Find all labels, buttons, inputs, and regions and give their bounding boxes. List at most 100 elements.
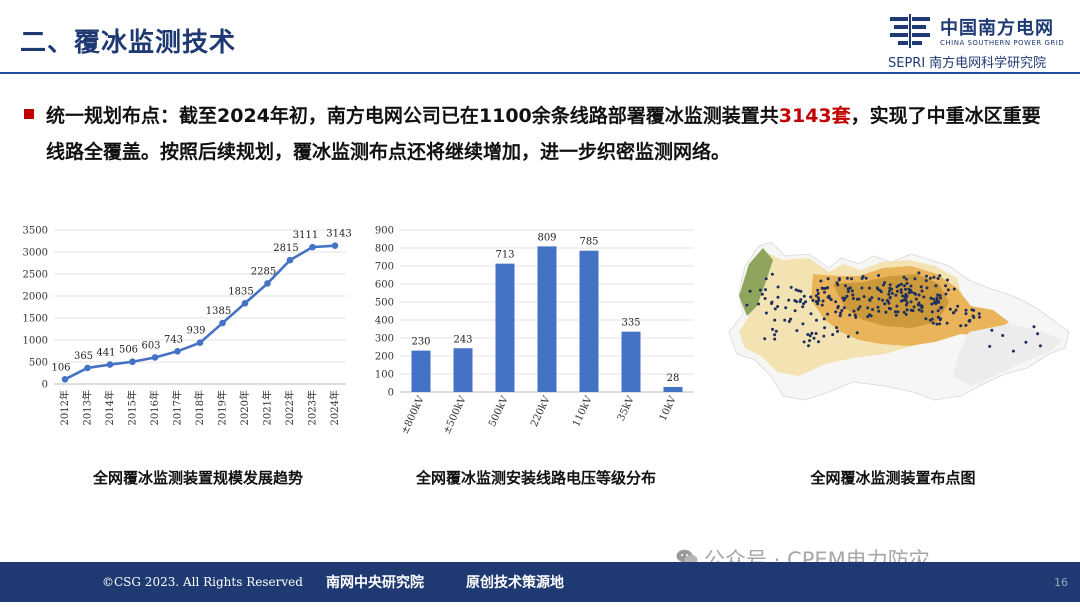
device-marker [964, 308, 968, 312]
device-marker [920, 289, 924, 293]
x-tick-label: 2023年 [306, 390, 319, 425]
data-label: 603 [141, 340, 160, 351]
data-label: 3111 [293, 230, 318, 241]
page-number: 16 [1054, 576, 1068, 589]
device-marker [936, 277, 940, 280]
statement-part-2: ，实现了中重冰区重要线路全覆盖。按照后续规划，覆冰监测布点还将继续增加，进一步织… [46, 105, 1041, 163]
device-marker [894, 313, 898, 317]
device-marker [773, 307, 777, 311]
device-marker [848, 286, 852, 290]
device-marker [939, 306, 943, 310]
data-label: 939 [186, 326, 205, 337]
x-tick-label: 220kV [529, 394, 553, 429]
data-label: 506 [119, 345, 138, 356]
device-marker [904, 297, 908, 301]
device-marker [944, 284, 948, 288]
y-tick-label: 500 [375, 298, 394, 309]
y-tick-label: 1000 [23, 336, 48, 347]
device-marker [930, 310, 934, 314]
device-marker [1011, 349, 1015, 353]
device-marker [748, 289, 752, 293]
x-tick-label: 2021年 [261, 390, 274, 425]
device-marker [822, 334, 826, 338]
device-marker [954, 308, 958, 312]
x-tick-label: ±500kV [442, 394, 470, 436]
device-marker [815, 318, 818, 322]
x-tick-label: 2022年 [283, 390, 296, 425]
device-marker [928, 318, 932, 322]
device-marker [846, 290, 850, 293]
device-marker [917, 293, 921, 297]
device-marker [907, 291, 911, 295]
device-marker [938, 322, 942, 326]
device-marker [913, 277, 917, 281]
series-line [64, 244, 336, 381]
device-marker [821, 299, 825, 303]
device-marker [881, 283, 885, 287]
device-marker [789, 317, 793, 321]
device-marker [783, 318, 787, 322]
x-tick-label: 2013年 [81, 390, 94, 425]
device-marker [868, 298, 872, 302]
device-marker [770, 300, 774, 304]
device-marker [837, 277, 841, 281]
device-marker [776, 305, 780, 308]
line-chart-caption: 全网覆冰监测装置规模发展趋势 [92, 469, 303, 487]
device-marker [972, 308, 976, 312]
y-tick-label: 0 [42, 380, 48, 391]
device-marker [902, 275, 906, 279]
device-marker [848, 313, 852, 317]
device-marker [851, 293, 855, 297]
device-marker [773, 337, 777, 341]
alpine-region [739, 248, 773, 316]
footer-slogan-right: 原创技术策源地 [466, 575, 564, 591]
device-marker [964, 312, 968, 316]
footer-slogan-left: 南网中央研究院 [326, 575, 424, 591]
device-marker [773, 318, 777, 322]
map-caption: 全网覆冰监测装置布点图 [810, 469, 976, 487]
device-marker [977, 312, 981, 316]
device-marker [855, 297, 859, 301]
statement-part-1: 统一规划布点：截至2024年初，南方电网公司已在1100余条线路部署覆冰监测装置… [46, 105, 779, 127]
device-marker [809, 312, 813, 316]
device-marker [904, 292, 908, 296]
device-marker [888, 283, 892, 287]
data-point [151, 354, 159, 361]
device-marker [826, 295, 830, 299]
device-marker [931, 321, 935, 325]
data-point [106, 361, 114, 368]
device-marker [774, 329, 778, 333]
device-markers [745, 271, 1042, 353]
device-marker [893, 310, 897, 314]
device-marker [948, 307, 952, 311]
device-marker [932, 297, 936, 301]
y-tick-label: 2500 [23, 270, 48, 281]
device-marker [919, 304, 923, 308]
summary-statement: 统一规划布点：截至2024年初，南方电网公司已在1100余条线路部署覆冰监测装置… [46, 98, 1056, 170]
bar [495, 263, 515, 392]
device-marker [901, 298, 905, 302]
device-marker [757, 302, 760, 306]
device-marker [802, 340, 806, 344]
logo-sepri: SEPRI 南方电网科学研究院 [888, 52, 1046, 71]
statement-highlight: 3143套 [778, 105, 851, 127]
device-marker [822, 317, 826, 321]
device-marker [850, 289, 854, 293]
device-marker [914, 292, 918, 296]
device-marker [945, 321, 949, 325]
device-marker [899, 291, 903, 294]
device-marker [883, 302, 887, 306]
device-marker [816, 288, 820, 292]
device-marker [876, 305, 880, 309]
device-marker [861, 275, 865, 278]
x-tick-label: 2017年 [171, 390, 184, 425]
device-marker [839, 311, 843, 315]
device-marker [937, 300, 941, 304]
header-divider [0, 72, 1080, 74]
device-marker [897, 283, 901, 287]
device-distribution-map [728, 241, 1070, 401]
data-label: 365 [74, 351, 93, 362]
device-marker [886, 299, 890, 303]
device-marker [894, 293, 898, 297]
device-marker [888, 307, 892, 311]
